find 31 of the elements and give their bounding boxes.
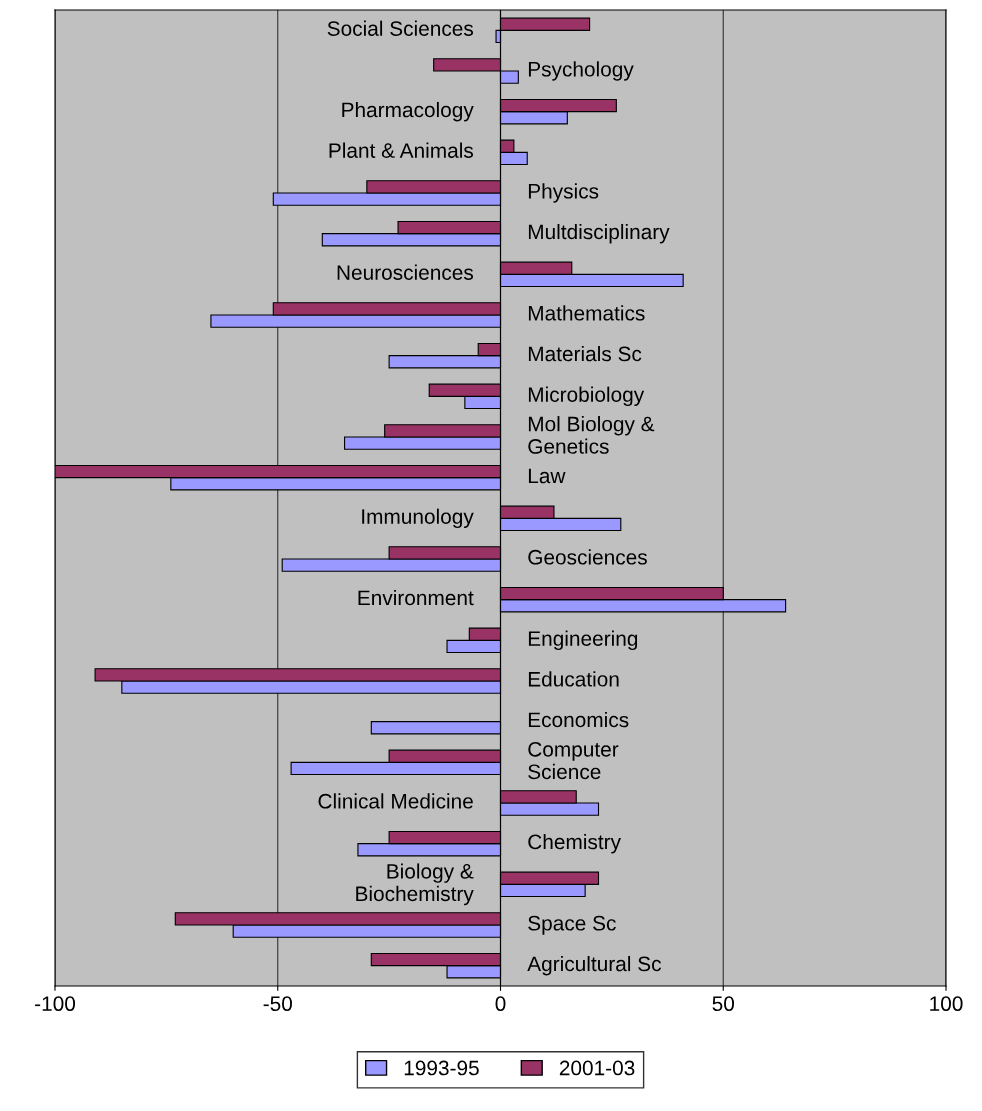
- x-tick-label: -100: [35, 996, 76, 1012]
- x-tick-label: 0: [495, 996, 506, 1012]
- y-tick-label: Computer Science: [528, 741, 619, 780]
- y-tick-label: Education: [528, 671, 619, 687]
- y-tick-label: Space Sc: [528, 915, 616, 935]
- y-tick-label: Pharmacology: [342, 101, 474, 122]
- y-tick-label: Microbiology: [528, 386, 645, 407]
- y-tick-label: Mathematics: [528, 305, 645, 321]
- y-tick-label: Materials Sc: [528, 345, 642, 362]
- x-tick-label: 100: [930, 996, 963, 1012]
- y-tick-label: Environment: [358, 589, 474, 606]
- y-tick-label: Social Sciences: [327, 20, 474, 36]
- y-tick-label: Psychology: [528, 61, 634, 81]
- x-tick-label: 50: [712, 996, 735, 1012]
- y-tick-label: Biology & Biochemistry: [356, 863, 474, 906]
- y-tick-label: Immunology: [362, 508, 474, 529]
- y-tick-label: Neurosciences: [337, 264, 474, 280]
- y-tick-label: Agricultural Sc: [527, 955, 661, 976]
- y-tick-label: Geosciences: [528, 549, 647, 565]
- y-tick-label: Law: [528, 468, 566, 484]
- y-tick-label: Engineering: [528, 630, 638, 651]
- y-tick-label: Clinical Medicine: [318, 793, 473, 809]
- y-tick-label: Mol Biology & Genetics: [528, 416, 655, 454]
- x-tick-label: -50: [263, 996, 292, 1012]
- y-tick-label: Physics: [528, 183, 599, 203]
- y-tick-label: Multdisciplinary: [528, 223, 670, 244]
- legend-label: 2001-03: [559, 1060, 635, 1076]
- y-tick-label: Economics: [528, 711, 629, 728]
- y-tick-label: Plant & Animals: [329, 142, 474, 158]
- legend-label: 1993-95: [404, 1060, 479, 1076]
- y-tick-label: Chemistry: [528, 833, 621, 854]
